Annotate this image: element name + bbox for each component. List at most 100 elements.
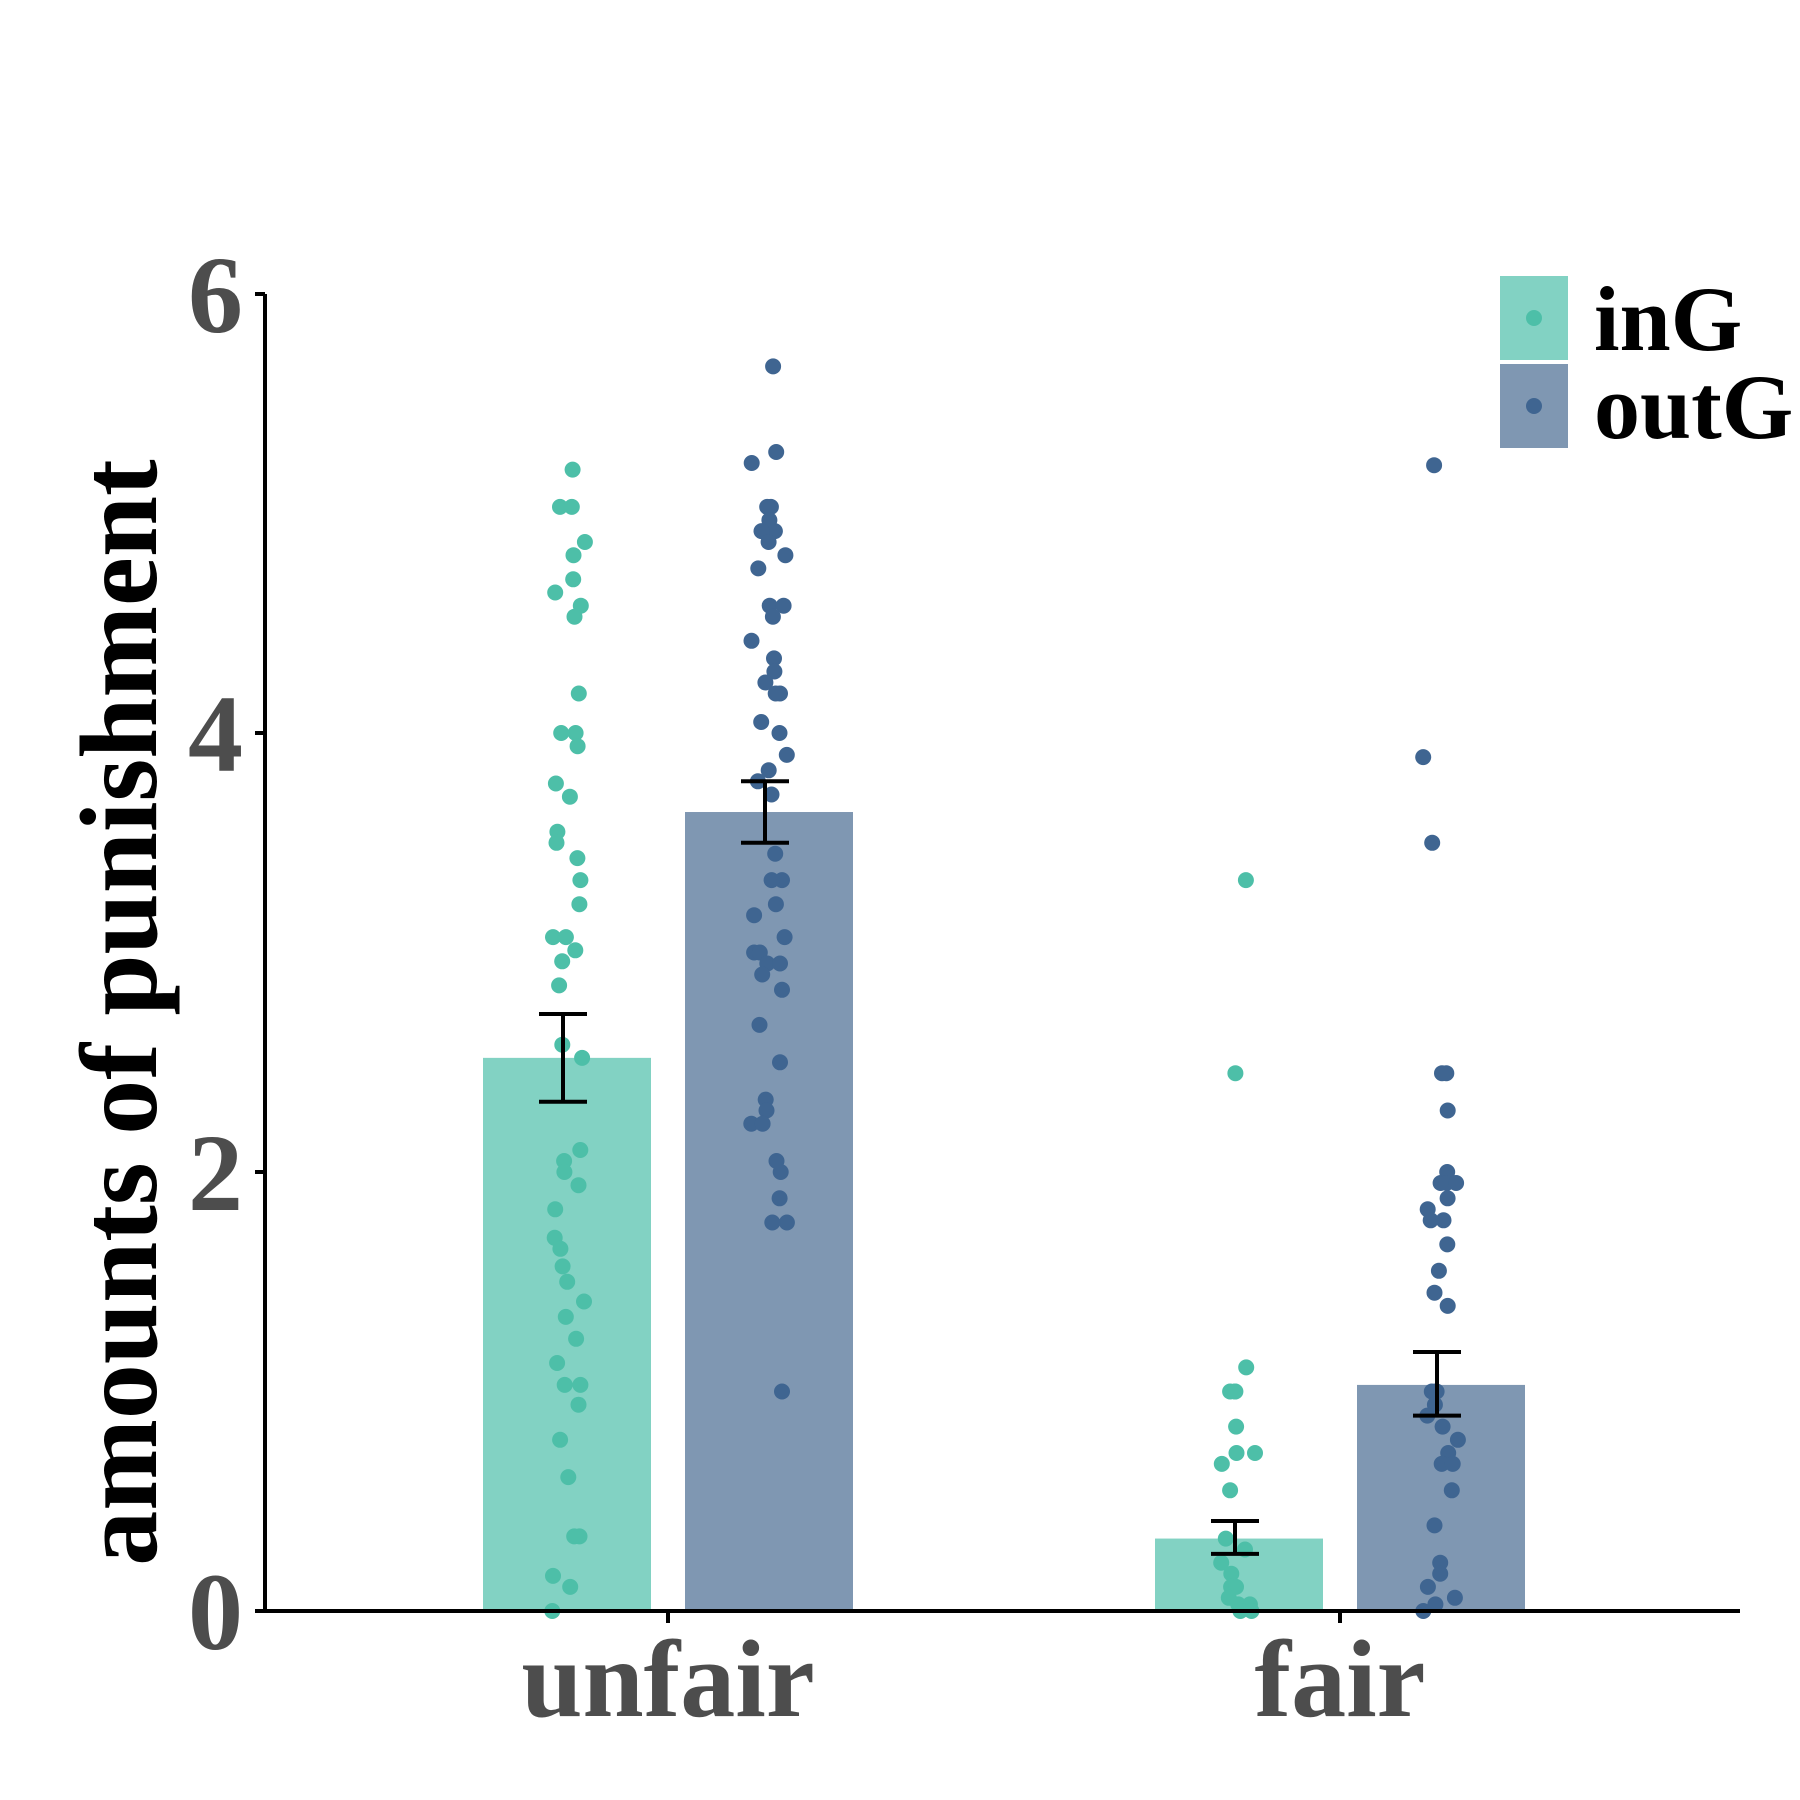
data-point xyxy=(1432,1554,1449,1571)
data-point xyxy=(766,663,783,680)
data-point xyxy=(545,1567,561,1584)
data-point xyxy=(547,584,564,601)
data-point xyxy=(549,1355,566,1371)
data-point xyxy=(771,725,788,741)
data-point xyxy=(568,1330,585,1347)
data-point xyxy=(1443,1482,1460,1499)
data-point xyxy=(763,786,780,803)
data-point xyxy=(565,571,582,588)
data-point xyxy=(1426,1517,1443,1534)
legend-label-outG: outG xyxy=(1594,356,1793,458)
data-point xyxy=(564,461,581,478)
x-tick-label-fair: fair xyxy=(1254,1618,1425,1740)
data-point xyxy=(1448,1175,1465,1191)
legend-point-inG xyxy=(1526,310,1542,326)
data-point xyxy=(775,597,792,614)
data-point xyxy=(572,872,589,889)
data-point xyxy=(1424,834,1441,851)
data-point xyxy=(1227,1383,1244,1400)
data-point xyxy=(767,845,784,862)
data-point xyxy=(566,1528,583,1545)
data-point xyxy=(576,534,593,550)
data-point xyxy=(743,455,760,471)
data-point xyxy=(552,1431,569,1448)
data-point xyxy=(576,1293,592,1310)
data-point xyxy=(1439,1297,1456,1314)
data-point xyxy=(758,1102,775,1119)
data-point xyxy=(1419,1578,1436,1595)
data-point xyxy=(1439,1190,1456,1207)
data-point xyxy=(574,1049,591,1066)
legend-point-outG xyxy=(1526,398,1542,414)
data-point xyxy=(562,1578,579,1595)
data-point xyxy=(570,1396,587,1413)
data-point xyxy=(772,1164,789,1180)
data-point xyxy=(764,1214,781,1231)
data-point xyxy=(1227,1065,1244,1082)
data-point xyxy=(554,1258,571,1275)
data-point xyxy=(1217,1530,1234,1547)
data-point xyxy=(1228,1445,1245,1461)
data-point xyxy=(767,896,784,913)
data-point xyxy=(1449,1431,1466,1448)
data-point xyxy=(1433,1455,1450,1472)
data-point xyxy=(567,725,584,741)
data-point xyxy=(565,547,582,564)
data-point xyxy=(1432,1565,1449,1582)
data-point xyxy=(1439,1102,1456,1119)
data-point xyxy=(750,560,767,577)
data-point xyxy=(1213,1455,1230,1472)
data-point xyxy=(566,608,583,625)
data-point xyxy=(743,632,760,649)
data-point xyxy=(572,1376,589,1393)
data-point xyxy=(1426,457,1443,474)
data-point xyxy=(771,1190,788,1207)
data-point xyxy=(759,498,776,515)
data-point xyxy=(1247,1445,1263,1461)
data-point xyxy=(556,1376,573,1393)
y-tick-label: 0 xyxy=(188,1551,243,1673)
data-point xyxy=(760,762,777,779)
data-point xyxy=(570,685,587,702)
data-point xyxy=(1446,1589,1463,1606)
data-point xyxy=(556,1164,573,1180)
data-point xyxy=(757,674,774,691)
data-point xyxy=(754,1115,771,1132)
data-point xyxy=(1228,1418,1245,1435)
data-point xyxy=(777,547,794,564)
data-point xyxy=(1426,1284,1443,1301)
data-point xyxy=(569,738,586,755)
x-tick-label-unfair: unfair xyxy=(521,1618,814,1740)
y-axis-title: amounts of punishment xyxy=(58,459,180,1566)
data-point xyxy=(754,966,771,983)
data-point xyxy=(1222,1482,1239,1499)
data-point xyxy=(1427,1596,1444,1613)
data-point xyxy=(557,929,574,946)
data-point xyxy=(778,746,795,763)
y-tick-label: 2 xyxy=(188,1112,243,1234)
bar-outG-unfair xyxy=(685,812,853,1611)
data-point xyxy=(548,834,565,851)
data-point xyxy=(1422,1212,1439,1229)
data-point xyxy=(553,725,570,741)
data-point xyxy=(743,1115,760,1132)
data-point xyxy=(561,788,578,805)
data-point xyxy=(560,1469,577,1486)
data-point xyxy=(774,1383,790,1400)
data-point xyxy=(559,1273,576,1290)
data-point xyxy=(1430,1262,1447,1279)
data-point xyxy=(766,650,782,667)
data-point xyxy=(776,929,793,946)
data-point xyxy=(1439,1236,1456,1253)
data-point xyxy=(778,1214,795,1231)
data-point xyxy=(572,1142,589,1158)
data-point xyxy=(774,981,790,998)
data-point xyxy=(1223,1565,1240,1582)
data-point xyxy=(567,942,584,959)
data-point xyxy=(772,1054,788,1071)
data-point xyxy=(554,953,571,970)
data-point xyxy=(753,714,770,730)
data-point xyxy=(571,896,588,913)
